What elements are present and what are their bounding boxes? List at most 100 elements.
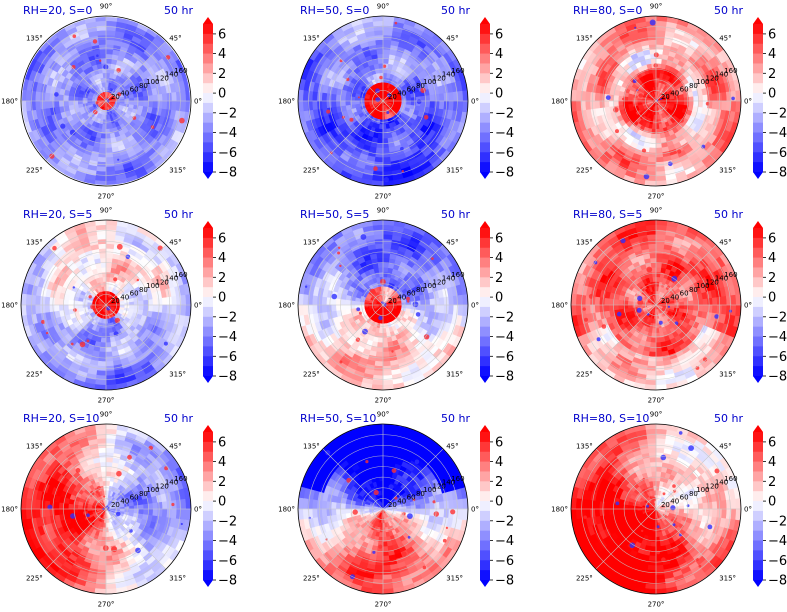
field-cell	[377, 337, 384, 344]
field-cell	[152, 304, 159, 313]
field-cell	[693, 100, 699, 107]
radial-tick-label: 60	[407, 86, 416, 94]
colorbar-band	[480, 247, 490, 258]
field-cell	[44, 92, 51, 102]
colorbar-tick-label: −6	[218, 350, 237, 365]
field-cell	[377, 262, 384, 268]
angular-gridline	[382, 100, 444, 162]
field-cell	[448, 100, 455, 111]
colorbar-band	[753, 53, 763, 64]
field-cell	[382, 233, 393, 240]
field-cell	[100, 337, 107, 344]
colorbar-band	[753, 24, 763, 35]
angle-tick-label: 90°	[650, 3, 662, 11]
field-cell	[180, 100, 187, 112]
colorbar-tick-label: 6	[768, 27, 776, 42]
colorbar-band	[480, 152, 490, 163]
field-cell	[105, 156, 115, 163]
field-cell	[105, 262, 112, 268]
speckle	[304, 285, 308, 288]
speckle	[72, 34, 77, 38]
field-cell	[448, 91, 455, 102]
colorbar-band	[480, 33, 490, 45]
field-cell	[655, 175, 667, 182]
field-cell	[175, 90, 182, 102]
field-cell	[95, 175, 107, 182]
colorbar-band	[480, 257, 490, 268]
field-cell	[119, 100, 126, 104]
field-cell	[424, 94, 431, 102]
field-cell	[105, 248, 114, 254]
speckle	[357, 96, 360, 99]
field-cell	[344, 95, 351, 102]
field-cell	[648, 147, 657, 154]
field-cell	[34, 304, 41, 315]
field-cell	[382, 44, 391, 50]
angle-tick-label: 135°	[303, 238, 320, 246]
field-cell	[420, 95, 426, 102]
speckle	[71, 65, 76, 69]
field-cell	[95, 20, 107, 27]
colorbar-band	[480, 336, 490, 347]
field-cell	[655, 44, 664, 50]
field-cell	[101, 124, 107, 130]
field-cell	[105, 346, 113, 353]
field-cell	[105, 229, 117, 236]
colorbar-band	[480, 267, 490, 278]
field-cell	[53, 100, 60, 109]
speckle	[163, 341, 168, 346]
radial-tick-label: 160	[451, 271, 464, 279]
colorbar-band	[480, 316, 490, 328]
field-cell	[105, 81, 109, 88]
field-cell	[95, 379, 107, 386]
speckle	[381, 109, 386, 114]
speckle	[641, 99, 645, 104]
speckle	[649, 19, 656, 26]
field-cell	[161, 92, 168, 102]
field-cell	[63, 100, 69, 107]
field-cell	[372, 224, 384, 231]
speckle	[641, 148, 647, 153]
colorbar-band	[203, 228, 213, 239]
field-cell	[382, 142, 390, 149]
field-cell	[382, 170, 394, 177]
field-cell	[103, 318, 107, 325]
colorbar-band	[753, 93, 763, 104]
colorbar-band	[480, 112, 490, 124]
field-cell	[344, 299, 351, 306]
field-cell	[95, 170, 107, 177]
radial-tick-label: 160	[174, 67, 187, 75]
field-cell	[25, 90, 32, 102]
speckle	[358, 311, 362, 315]
speckle	[378, 315, 383, 321]
speckle	[382, 64, 387, 68]
angle-tick-label: 0°	[471, 98, 479, 106]
speckle	[349, 117, 354, 122]
speckle	[423, 115, 429, 120]
field-cell	[105, 53, 113, 60]
field-cell	[382, 285, 386, 292]
field-cell	[161, 304, 168, 314]
field-cell	[105, 147, 114, 154]
field-cell	[374, 360, 384, 367]
speckle	[326, 109, 331, 114]
angle-tick-label: 225°	[303, 371, 320, 379]
field-cell	[335, 94, 342, 102]
field-cell	[105, 58, 112, 64]
field-cell	[180, 294, 187, 306]
field-cell	[584, 100, 591, 111]
field-cell	[321, 296, 328, 306]
field-cell	[105, 175, 117, 182]
colorbar-band	[203, 356, 213, 367]
speckle	[361, 86, 367, 92]
angle-tick-label: 0°	[471, 302, 479, 310]
colorbar-tick-label: 2	[218, 67, 226, 82]
speckle	[668, 161, 673, 167]
field-cell	[599, 100, 605, 109]
field-cell	[63, 304, 69, 311]
field-cell	[330, 100, 337, 109]
angle-tick-label: 270°	[648, 193, 665, 201]
field-cell	[105, 271, 111, 278]
field-cell	[49, 304, 55, 313]
